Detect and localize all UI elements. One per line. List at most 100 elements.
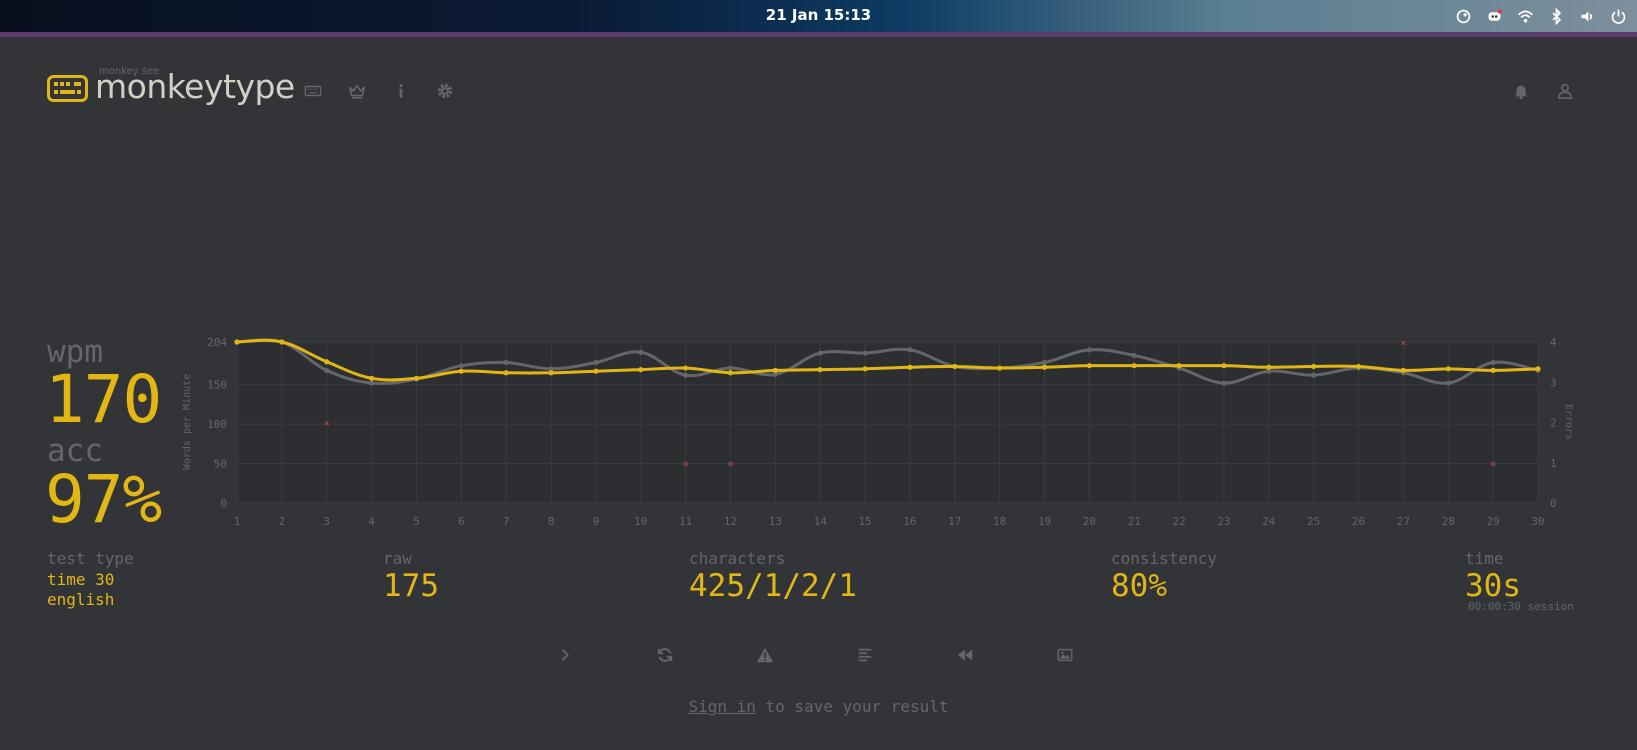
volume-icon[interactable] — [1577, 6, 1598, 27]
crown-icon[interactable] — [346, 80, 368, 102]
x-tick-label: 27 — [1397, 515, 1410, 528]
wifi-icon[interactable] — [1515, 6, 1536, 27]
power-icon[interactable] — [1608, 6, 1629, 27]
x-tick-label: 25 — [1307, 515, 1320, 528]
y-tick-label: 100 — [207, 418, 227, 431]
wpm-point — [1445, 366, 1451, 372]
wpm-point — [413, 375, 420, 381]
error-point: × — [683, 459, 689, 470]
raw-point — [817, 350, 823, 356]
wpm-point — [1400, 367, 1407, 374]
y2-tick-label: 0 — [1550, 497, 1557, 510]
wpm-point — [1131, 363, 1137, 369]
keyboard-icon[interactable] — [302, 80, 324, 102]
y2-tick-label: 1 — [1550, 457, 1557, 470]
wpm-point — [368, 375, 375, 381]
wpm-point — [952, 363, 958, 370]
test-type-mode[interactable]: time 30 — [47, 570, 115, 589]
system-tray — [1453, 6, 1629, 27]
x-tick-label: 3 — [323, 515, 330, 528]
raw-point — [1221, 380, 1227, 386]
wpm-point — [997, 365, 1003, 371]
restart-icon — [657, 648, 673, 662]
raw-point — [324, 367, 330, 374]
bluetooth-icon[interactable] — [1546, 6, 1567, 27]
x-tick-label: 24 — [1262, 515, 1276, 528]
characters-value[interactable]: 425/1/2/1 — [689, 568, 857, 604]
acc-value[interactable]: 97% — [45, 461, 162, 538]
x-tick-label: 9 — [593, 515, 600, 528]
x-tick-label: 21 — [1128, 515, 1141, 528]
x-tick-label: 1 — [234, 515, 241, 528]
wpm-label: wpm — [47, 334, 103, 370]
report-button[interactable] — [751, 643, 779, 667]
user-icon[interactable] — [1554, 80, 1576, 102]
replay-button[interactable] — [951, 643, 979, 667]
x-tick-label: 22 — [1172, 515, 1185, 528]
bell-icon[interactable] — [1510, 80, 1532, 102]
consistency-value[interactable]: 80% — [1111, 568, 1167, 604]
wpm-point — [1535, 366, 1541, 372]
raw-point — [1131, 352, 1137, 359]
x-tick-label: 10 — [634, 515, 647, 528]
time-label: time — [1465, 549, 1504, 568]
system-clock[interactable]: 21 Jan 15:13 — [765, 6, 872, 24]
x-tick-label: 17 — [948, 515, 961, 528]
replay-icon — [957, 649, 973, 661]
x-tick-label: 11 — [679, 515, 692, 528]
error-point: × — [1490, 459, 1496, 470]
screenshot-button[interactable] — [1051, 643, 1079, 667]
logo-tagline: monkey see — [99, 66, 160, 77]
info-icon[interactable] — [390, 80, 412, 102]
wpm-point — [279, 339, 285, 345]
report-icon — [756, 647, 774, 663]
signin-link[interactable]: Sign in — [688, 697, 756, 716]
wpm-point — [503, 370, 509, 376]
wpm-point — [817, 367, 823, 373]
gear-icon[interactable] — [434, 80, 456, 102]
raw-point — [772, 371, 778, 377]
discord-icon[interactable] — [1484, 6, 1505, 27]
x-tick-label: 28 — [1442, 515, 1455, 528]
raw-value[interactable]: 175 — [383, 568, 439, 604]
chart-grid — [236, 341, 1539, 504]
time-value[interactable]: 30s — [1465, 568, 1521, 604]
raw-point — [458, 363, 464, 369]
raw-point — [1266, 368, 1272, 374]
wpm-point — [458, 368, 464, 374]
x-tick-label: 26 — [1352, 515, 1365, 528]
raw-point — [503, 359, 509, 366]
chart-y-ticks: 204 150 100 50 0 — [207, 336, 227, 510]
steam-icon[interactable] — [1453, 6, 1474, 27]
y-tick-label: 0 — [220, 497, 227, 510]
x-tick-label: 15 — [858, 515, 871, 528]
x-tick-label: 8 — [548, 515, 555, 528]
raw-point — [548, 366, 554, 372]
logo-text[interactable]: monkeytype — [95, 67, 295, 106]
wpm-point — [772, 367, 778, 374]
error-point: × — [727, 459, 733, 470]
wpm-point — [683, 365, 689, 371]
raw-point — [1445, 380, 1451, 386]
raw-point — [862, 350, 868, 356]
raw-point — [727, 365, 734, 371]
restart-test-button[interactable] — [651, 643, 679, 667]
error-points: × × × × × — [324, 338, 1496, 470]
words-history-button[interactable] — [851, 643, 879, 667]
characters-label: characters — [689, 549, 786, 568]
monkeytype-logo-icon[interactable] — [47, 75, 88, 102]
y2-tick-label: 2 — [1550, 417, 1557, 430]
wpm-point — [234, 339, 240, 345]
acc-label: acc — [47, 433, 103, 469]
error-point: × — [1400, 338, 1406, 349]
next-test-button[interactable] — [551, 643, 579, 667]
wpm-point — [862, 366, 868, 372]
wpm-value[interactable]: 170 — [45, 361, 162, 438]
test-type-language[interactable]: english — [47, 590, 115, 609]
x-tick-label: 4 — [368, 515, 375, 528]
wpm-point — [1086, 363, 1092, 369]
signin-text: to save your result — [755, 697, 949, 716]
wpm-point — [1490, 367, 1496, 374]
x-tick-label: 7 — [503, 515, 510, 528]
